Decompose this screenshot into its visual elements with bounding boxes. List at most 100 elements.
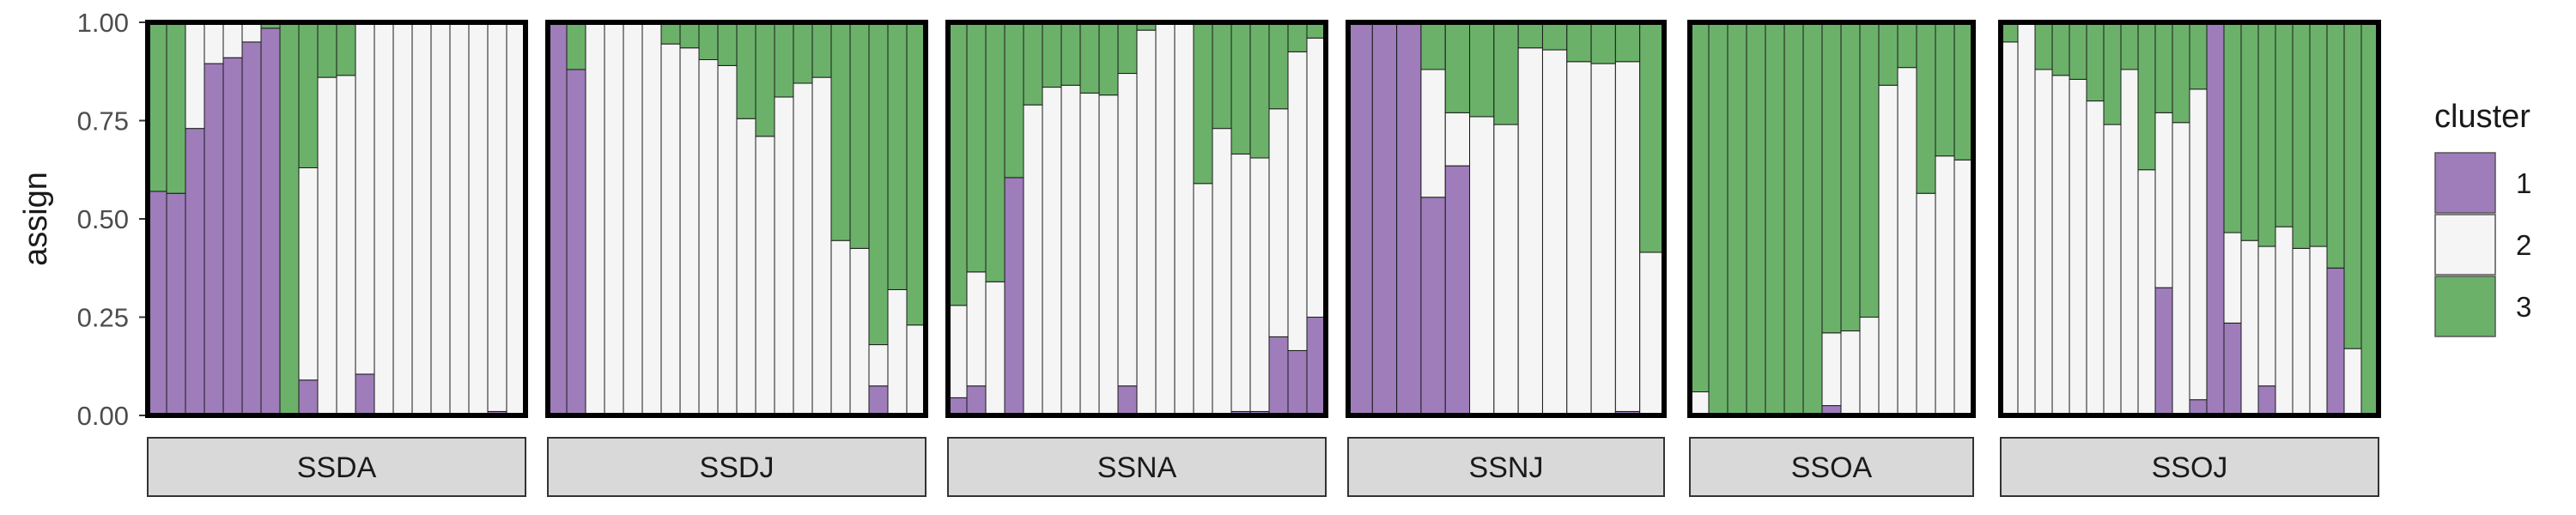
facet-strip-label: SSOA [1791, 451, 1873, 484]
bar-segment-cluster-2 [430, 21, 451, 416]
bar-segment-cluster-2 [585, 21, 605, 416]
bar-segment-cluster-2 [1249, 157, 1270, 412]
bar-segment-cluster-3 [1060, 21, 1081, 86]
bar-segment-cluster-3 [679, 21, 700, 49]
bar-segment-cluster-1 [2206, 21, 2225, 416]
bar-segment-cluster-2 [1493, 124, 1519, 416]
y-tick-label: 0.00 [77, 401, 129, 431]
bar-segment-cluster-2 [506, 21, 526, 416]
bar-segment-cluster-3 [1746, 21, 1766, 416]
bar-segment-cluster-3 [1859, 21, 1880, 318]
bar-segment-cluster-3 [1212, 21, 1232, 130]
bar-segment-cluster-2 [2017, 21, 2036, 416]
bar-segment-cluster-3 [1079, 21, 1100, 94]
bar-segment-cluster-2 [1174, 21, 1194, 416]
bar-segment-cluster-3 [1802, 21, 1823, 416]
bar-segment-cluster-1 [547, 21, 568, 416]
bar-segment-cluster-2 [604, 21, 624, 416]
bar-segment-cluster-2 [2275, 226, 2293, 416]
bar-segment-cluster-2 [1517, 47, 1543, 416]
bar-segment-cluster-3 [2223, 21, 2242, 233]
bar-segment-cluster-2 [2189, 88, 2208, 401]
bar-segment-cluster-2 [2069, 78, 2087, 416]
bar-segment-cluster-1 [868, 385, 889, 416]
bar-segment-cluster-3 [2137, 21, 2156, 171]
bar-segment-cluster-3 [1916, 21, 1936, 194]
bar-segment-cluster-3 [2343, 21, 2362, 349]
bar-segment-cluster-2 [241, 21, 262, 43]
bar-segment-cluster-3 [698, 21, 719, 61]
bar-segment-cluster-2 [717, 64, 738, 416]
facet-strip [1689, 437, 1974, 497]
bar-segment-cluster-2 [222, 21, 243, 58]
legend-label: 2 [2516, 229, 2531, 261]
bar-segment-cluster-3 [2240, 21, 2259, 241]
bar-segment-cluster-3 [906, 21, 927, 326]
bar-segment-cluster-2 [487, 21, 507, 412]
bar-segment-cluster-1 [1396, 21, 1422, 416]
bar-segment-cluster-2 [660, 43, 681, 416]
bar-segment-cluster-2 [392, 21, 413, 416]
bar-segment-cluster-3 [1765, 21, 1785, 416]
bar-segment-cluster-2 [1897, 67, 1917, 416]
bar-segment-cluster-2 [1079, 92, 1100, 416]
y-tick-label: 1.00 [77, 8, 129, 38]
bar-segment-cluster-2 [185, 21, 205, 130]
bar-segment-cluster-2 [1117, 73, 1138, 387]
facet-strip [2000, 437, 2379, 497]
bar-segment-cluster-3 [717, 21, 738, 66]
bar-segment-cluster-2 [2103, 124, 2122, 416]
bar-segment-cluster-1 [166, 192, 186, 416]
legend-swatch [2434, 276, 2496, 337]
bar-segment-cluster-2 [947, 305, 968, 398]
bar-segment-cluster-2 [2137, 169, 2156, 416]
bar-segment-cluster-2 [623, 21, 643, 416]
bar-segment-cluster-2 [1916, 192, 1936, 416]
bar-segment-cluster-2 [1023, 104, 1043, 416]
bar-segment-cluster-2 [2154, 112, 2173, 288]
bar-segment-cluster-3 [1420, 21, 1446, 70]
bar-segment-cluster-2 [204, 21, 224, 64]
facet-strip-label: SSDA [297, 451, 377, 484]
bar-segment-cluster-3 [2034, 21, 2053, 70]
bar-segment-cluster-2 [2292, 247, 2311, 416]
bar-segment-cluster-3 [2154, 21, 2173, 113]
bar-segment-cluster-3 [1566, 21, 1592, 63]
bar-segment-cluster-3 [336, 21, 356, 76]
bar-segment-cluster-3 [279, 21, 300, 416]
bar-segment-cluster-2 [449, 21, 470, 416]
bar-segment-cluster-1 [947, 397, 968, 416]
bar-segment-cluster-3 [947, 21, 968, 306]
bar-segment-cluster-2 [1953, 159, 1974, 416]
bar-segment-cluster-3 [1935, 21, 1955, 157]
panel-border [145, 20, 528, 418]
bar-segment-cluster-3 [811, 21, 832, 78]
bar-segment-cluster-3 [1878, 21, 1899, 86]
bar-segment-cluster-3 [887, 21, 908, 290]
bar-segment-cluster-2 [1566, 61, 1592, 416]
bar-segment-cluster-1 [355, 373, 375, 416]
bar-segment-cluster-3 [1840, 21, 1861, 332]
bar-segment-cluster-3 [166, 21, 186, 194]
bar-segment-cluster-3 [793, 21, 813, 84]
bar-segment-cluster-1 [1444, 165, 1471, 416]
bar-segment-cluster-1 [2223, 322, 2242, 416]
bar-segment-cluster-3 [1517, 21, 1543, 49]
bar-segment-cluster-2 [1444, 112, 1471, 167]
bar-segment-cluster-1 [185, 128, 205, 416]
bar-segment-cluster-3 [1639, 21, 1665, 253]
bar-segment-cluster-2 [317, 76, 337, 416]
bar-segment-cluster-2 [1042, 87, 1062, 416]
legend-label: 1 [2516, 167, 2531, 199]
bar-segment-cluster-2 [411, 21, 432, 416]
bar-segment-cluster-3 [1897, 21, 1917, 69]
bar-segment-cluster-2 [906, 324, 927, 416]
bar-segment-cluster-3 [2086, 21, 2105, 102]
bar-segment-cluster-2 [1541, 49, 1568, 416]
bar-segment-cluster-2 [1306, 37, 1327, 318]
bar-segment-cluster-3 [1230, 21, 1251, 154]
bar-segment-cluster-1 [1004, 177, 1024, 416]
bar-segment-cluster-2 [2034, 69, 2053, 416]
bar-segment-cluster-2 [2257, 245, 2276, 387]
